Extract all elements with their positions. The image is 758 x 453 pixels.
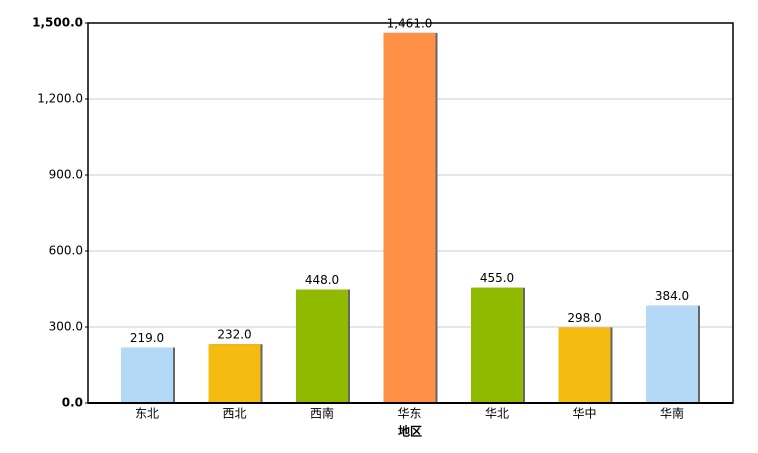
x-tick-label: 华东 <box>397 407 421 421</box>
data-label: 384.0 <box>655 289 689 303</box>
bar <box>471 287 523 403</box>
x-tick-label: 华中 <box>572 406 596 421</box>
y-tick-label: 300.0 <box>49 320 83 334</box>
y-tick-label: 0.0 <box>62 396 83 410</box>
bar <box>296 289 348 403</box>
y-tick-label: 900.0 <box>49 168 83 182</box>
data-label: 298.0 <box>567 311 601 325</box>
y-tick-label: 1,200.0 <box>37 92 83 106</box>
data-label: 232.0 <box>217 328 251 342</box>
x-tick-label: 华北 <box>485 407 509 421</box>
x-tick-label: 西南 <box>310 406 334 421</box>
y-tick-label: 600.0 <box>49 244 83 258</box>
bar <box>208 344 261 403</box>
bar <box>121 347 173 403</box>
y-tick-label: 1,500.0 <box>32 16 83 30</box>
x-tick-label: 东北 <box>135 407 159 421</box>
bar <box>383 32 436 403</box>
x-tick-label: 西北 <box>222 407 246 421</box>
x-axis-title: 地区 <box>398 424 422 439</box>
bar <box>646 305 698 403</box>
data-label: 448.0 <box>305 273 339 287</box>
x-tick-label: 华南 <box>660 406 684 421</box>
data-label: 455.0 <box>480 271 514 285</box>
data-label: 219.0 <box>130 331 164 345</box>
bar <box>558 327 611 403</box>
